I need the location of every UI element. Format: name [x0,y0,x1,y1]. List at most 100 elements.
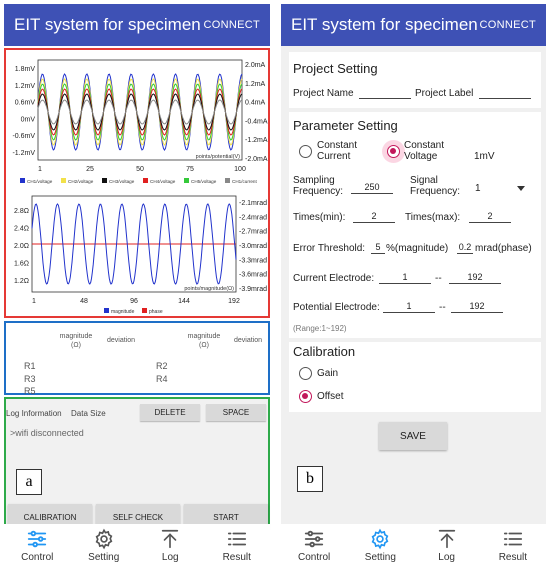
times-max-input[interactable]: 2 [469,211,511,223]
gear-icon [372,528,389,550]
parameter-setting-section: Parameter Setting Constant Current Const… [289,112,541,338]
legend-swatch [20,178,25,183]
legend-swatch [102,178,107,183]
y-left-tick-label: 2.0Ω [14,243,29,250]
y-left-tick-label: 0mV [21,116,36,123]
upload-icon [162,529,179,549]
connect-button[interactable]: CONNECT [479,19,536,31]
constant-current-radio[interactable] [299,145,312,158]
current-electrode-to[interactable]: 192 [449,272,501,284]
current-electrode-from[interactable]: 1 [379,272,431,284]
legend-label: CH2/voltage [68,179,94,184]
sliders-icon [28,530,47,548]
nav-log-label: Log [161,552,179,563]
legend-swatch [142,308,147,313]
sampling-frequency-label: Sampling Frequency: [293,175,344,197]
signal-frequency-select[interactable]: 1 [475,183,481,194]
y-left-tick-label: 0.6mV [15,100,36,107]
potential-electrode-label: Potential Electrode: [293,302,380,313]
y-left-tick-label: 1.2mV [15,83,36,90]
nav-setting-label: Setting [364,552,396,563]
list-icon [227,532,246,546]
app-bar: EIT system for specimen CONNECT [281,4,546,46]
y-left-tick-label: 1.2Ω [14,278,29,285]
legend-swatch [184,178,189,183]
magnitude-phase-chart: 2.8Ω 2.4Ω 2.0Ω 1.6Ω 1.2Ω -2.1mrad -2.4mrad -2.7… [14,195,267,315]
log-message: >wifi disconnected [10,428,84,438]
y-right-tick-label: -2.0mA [245,156,268,163]
legend-label: CH5/voltage [191,179,217,184]
y-left-tick-label: 1.8mV [15,66,36,73]
save-button[interactable]: SAVE [379,422,447,450]
x-tick-label: 1 [38,166,42,173]
nav-setting[interactable]: Setting [74,524,134,572]
delete-button[interactable]: DELETE [140,404,200,421]
x-axis-label: points/magnitude(Ω) [184,286,234,292]
error-magnitude-input[interactable]: 5 [371,242,385,254]
legend-label: magnitude [111,309,135,315]
deviation-header-2: deviation [233,337,263,344]
space-button[interactable]: SPACE [206,404,266,421]
connect-button[interactable]: CONNECT [203,19,260,31]
times-min-input[interactable]: 2 [353,211,395,223]
x-tick-label: 25 [86,166,94,173]
y-left-tick-label: -1.2mV [12,150,35,157]
y-right-tick-label: -3.6mrad [239,272,267,279]
control-screen: EIT system for specimen CONNECT 1.8mV 1.2… [4,4,270,572]
list-icon [503,532,522,546]
nav-result[interactable]: Result [483,524,543,572]
y-left-tick-label: 2.8Ω [14,208,29,215]
project-name-label: Project Name [293,88,354,99]
sampling-frequency-input[interactable]: 250 [351,182,393,194]
nav-control[interactable]: Control [7,524,67,572]
y-right-tick-label: -1.2mA [245,137,268,144]
y-right-tick-label: -0.4mA [245,118,268,125]
y-right-tick-label: 0.4mA [245,100,266,107]
setting-screen: EIT system for specimen CONNECT Project … [281,4,546,572]
y-left-tick-label: -0.6mV [12,133,35,140]
x-tick-label: 96 [130,298,138,305]
chevron-down-icon[interactable] [517,186,525,191]
project-setting-title: Project Setting [293,61,378,76]
voltage-value: 1mV [474,151,495,162]
x-tick-label: 1 [32,298,36,305]
project-name-input[interactable] [359,87,411,99]
error-magnitude-unit: %(magnitude) [386,243,449,254]
legend-swatch [225,178,230,183]
legend-swatch [104,308,109,313]
y-right-tick-label: -3.3mrad [239,257,267,264]
gain-label: Gain [317,368,339,379]
y-right-tick-label: -2.7mrad [239,229,267,236]
waveform-charts: 1.8mV 1.2mV 0.6mV 0mV -0.6mV -1.2mV 2.0mA 1.2mA… [4,48,270,318]
nav-control[interactable]: Control [284,524,344,572]
error-phase-input[interactable]: 0.2 [457,242,473,254]
y-left-tick-label: 1.6Ω [14,261,29,268]
nav-log[interactable]: Log [140,524,200,572]
data-size-label: Data Size [71,409,106,418]
offset-radio[interactable] [299,390,312,403]
nav-result[interactable]: Result [207,524,267,572]
x-tick-label: 144 [178,298,190,305]
project-setting-section: Project Setting Project Name Project Lab… [289,52,541,108]
constant-current-label: Constant Current [317,140,358,162]
project-label-input[interactable] [479,87,531,99]
nav-control-label: Control [298,552,331,563]
nav-setting-label: Setting [88,552,120,563]
nav-control-label: Control [21,552,54,563]
nav-log[interactable]: Log [417,524,477,572]
constant-voltage-radio[interactable] [387,145,400,158]
project-label-label: Project Label [415,88,474,99]
legend-label: CH1/voltage [27,179,53,184]
nav-setting[interactable]: Setting [350,524,410,572]
row-r5: R5 [24,386,36,396]
nav-result-label: Result [498,552,528,563]
panel-tag-b: b [297,466,323,492]
gain-radio[interactable] [299,367,312,380]
potential-electrode-from[interactable]: 1 [383,301,435,313]
app-title: EIT system for specimen [291,15,478,34]
legend-label: phase [149,309,163,315]
current-dash: -- [435,273,442,284]
series-line-3 [37,93,243,131]
potential-electrode-to[interactable]: 192 [451,301,503,313]
y-right-tick-label: -2.1mrad [239,200,267,207]
